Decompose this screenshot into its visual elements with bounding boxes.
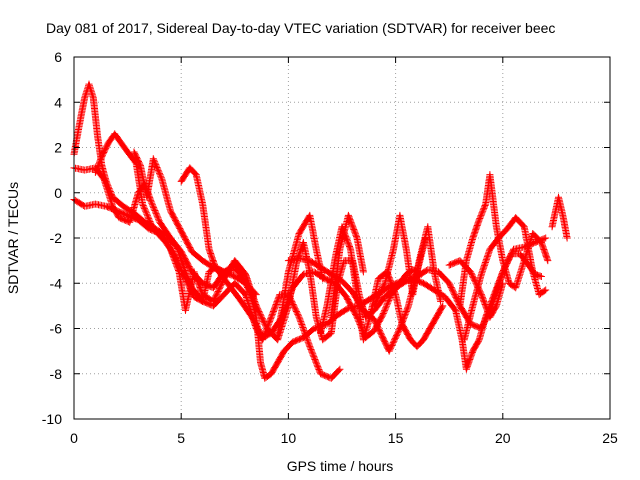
series-markers	[370, 211, 445, 310]
series-s7	[274, 211, 327, 339]
y-tick-label: 0	[54, 185, 62, 201]
x-tick-label: 10	[281, 430, 297, 446]
x-tick-label: 20	[495, 430, 511, 446]
series-s3	[70, 196, 545, 382]
series-s5	[130, 148, 260, 299]
y-tick-label: -6	[50, 321, 63, 337]
series-s6	[177, 164, 260, 310]
series-markers	[317, 223, 447, 351]
x-tick-label: 0	[70, 430, 78, 446]
series-markers	[548, 193, 571, 242]
y-tick-label: 2	[54, 140, 62, 156]
y-tick-label: 6	[54, 49, 62, 65]
series-s11	[370, 211, 445, 310]
y-tick-label: 4	[54, 94, 62, 110]
data-points	[70, 80, 571, 382]
x-tick-label: 25	[602, 430, 618, 446]
series-markers	[177, 164, 260, 310]
y-tick-label: -4	[50, 275, 63, 291]
x-tick-label: 15	[388, 430, 404, 446]
y-tick-label: -10	[42, 411, 62, 427]
chart-title: Day 081 of 2017, Sidereal Day-to-day VTE…	[46, 20, 555, 36]
x-tick-label: 5	[177, 430, 185, 446]
series-markers	[327, 211, 367, 321]
series-s15	[548, 193, 571, 242]
y-tick-label: -8	[50, 366, 63, 382]
series-markers	[130, 148, 260, 299]
series-s14	[445, 257, 507, 321]
axis-ticks: 0 5 10 15 20 25 -10 -8 -6 -4 -2 0 2 4 6	[42, 49, 618, 446]
series-markers	[70, 196, 545, 382]
x-axis-label: GPS time / hours	[287, 458, 394, 474]
series-s9	[317, 223, 447, 351]
y-axis-label: SDTVAR / TECUs	[5, 182, 21, 294]
series-markers	[274, 211, 327, 339]
series-markers	[445, 257, 507, 321]
series-s10	[327, 211, 367, 321]
y-tick-label: -2	[50, 230, 63, 246]
